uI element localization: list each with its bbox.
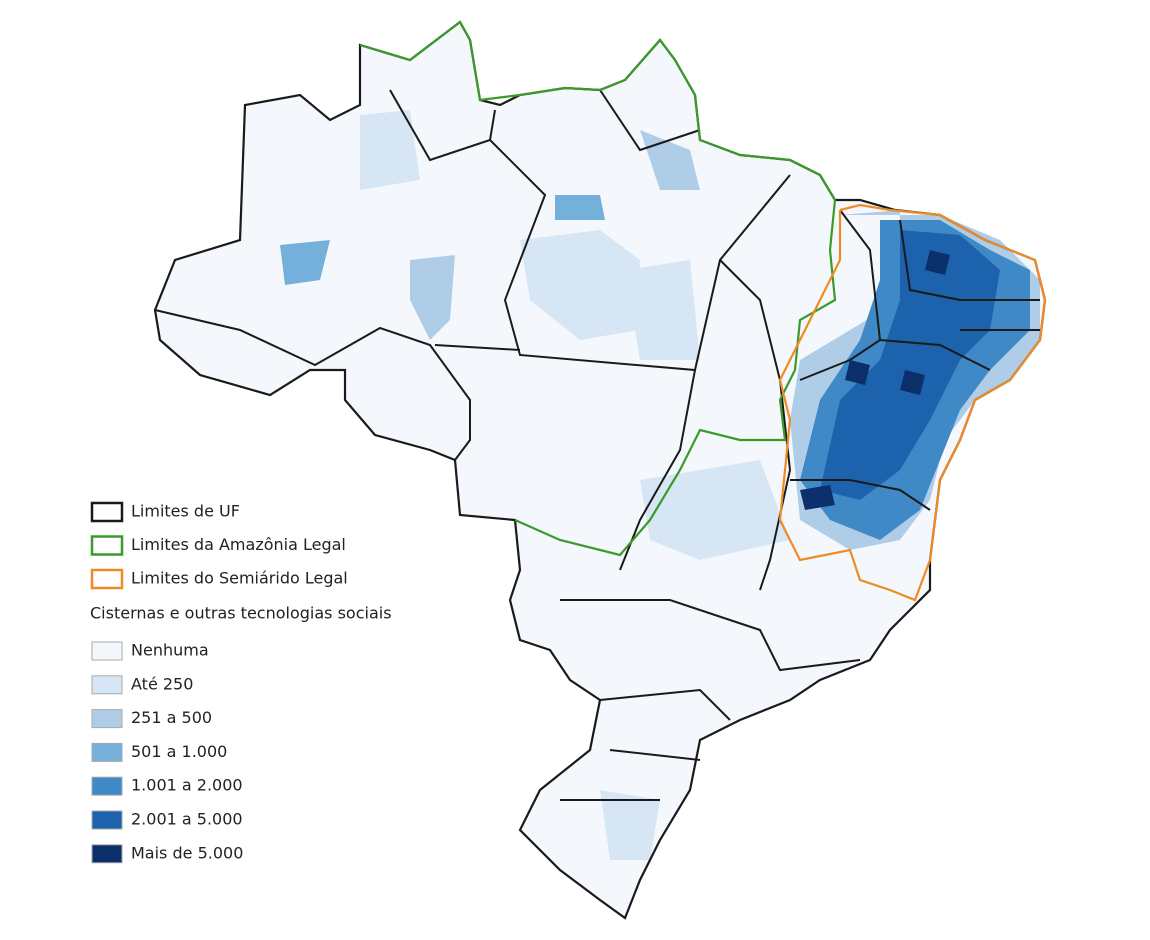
state-border (389, 89, 496, 162)
legend-label: 1.001 a 2.000 (131, 776, 243, 795)
legend-label: 501 a 1.000 (131, 742, 227, 761)
legend-swatch (91, 675, 123, 695)
legend-title: Cisternas e outras tecnologias sociais (90, 604, 392, 623)
state-border (560, 599, 861, 672)
region-light (625, 260, 700, 360)
legend-label: 251 a 500 (131, 708, 212, 727)
amazonia-border (359, 20, 837, 557)
state-border (790, 479, 931, 511)
legend-swatch (91, 742, 123, 762)
legend-swatch (90, 501, 124, 523)
state-borders (154, 89, 1040, 801)
region-mid (280, 240, 330, 285)
semiarid-top (925, 250, 950, 275)
legend-label: Limites de UF (131, 502, 240, 521)
semiarid-top (800, 485, 835, 510)
state-border (719, 259, 792, 591)
legend-swatch (90, 535, 124, 556)
legend-label: Limites do Semiárido Legal (131, 569, 348, 588)
legend-label: Mais de 5.000 (131, 843, 243, 862)
state-border (599, 89, 701, 152)
brazil-map (153, 20, 1047, 920)
state-border (434, 344, 521, 351)
state-border (599, 688, 731, 721)
legend-label: Limites da Amazônia Legal (131, 535, 346, 554)
semiarid-top (845, 360, 870, 385)
legend-swatch (90, 568, 124, 590)
legend-label: Até 250 (131, 674, 193, 693)
legend: Limites de UF Limites da Amazônia Legal Li… (90, 501, 392, 864)
region-mid (410, 255, 455, 340)
state-border (899, 219, 1040, 301)
state-border (879, 339, 991, 371)
region-mid (555, 195, 605, 220)
region-light (640, 460, 790, 560)
semiarid-border (778, 203, 1047, 602)
legend-swatch (91, 709, 123, 729)
state-border (609, 749, 701, 761)
legend-swatch (91, 776, 123, 796)
legend-label: 2.001 a 5.000 (131, 810, 243, 829)
region-light (520, 230, 640, 340)
semiarid-top (900, 370, 925, 395)
legend-swatch (91, 641, 123, 661)
legend-swatch (91, 810, 123, 830)
legend-swatch (91, 844, 123, 864)
semiarid-high (820, 230, 1000, 500)
legend-label: Nenhuma (131, 641, 209, 660)
region-light (600, 790, 660, 860)
state-border (154, 309, 471, 461)
region-light (360, 110, 420, 190)
